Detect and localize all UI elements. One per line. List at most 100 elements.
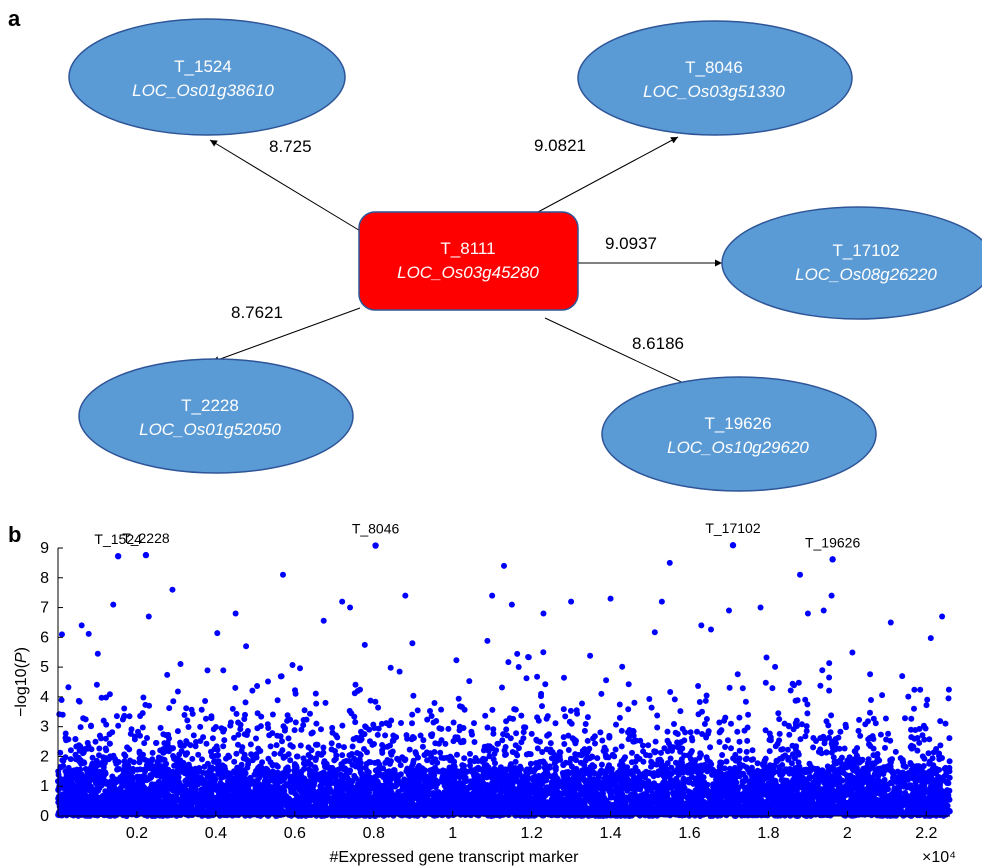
data-point (292, 687, 298, 694)
data-point (745, 711, 752, 718)
data-point (102, 735, 109, 742)
data-point (221, 737, 228, 744)
data-point (732, 757, 739, 764)
data-point (618, 727, 625, 734)
center-node: T_8111 LOC_Os03g45280 (358, 211, 579, 311)
data-point (568, 720, 575, 727)
data-point (769, 685, 776, 692)
data-point (372, 698, 379, 705)
data-point (427, 708, 433, 714)
data-point (289, 662, 296, 668)
data-point (703, 716, 710, 722)
data-point (503, 718, 510, 725)
data-point (177, 661, 184, 667)
data-point (525, 654, 532, 661)
data-point (113, 713, 120, 720)
edge-to-t19626 (544, 317, 693, 388)
data-point (410, 692, 417, 699)
data-point (916, 739, 923, 746)
data-point (716, 719, 723, 726)
data-point (785, 722, 792, 729)
data-point (707, 744, 714, 751)
data-point (144, 735, 150, 741)
data-point (226, 753, 233, 760)
data-point (885, 730, 892, 737)
data-point (454, 751, 460, 758)
edge-to-t1524 (209, 139, 363, 233)
data-point (358, 728, 364, 735)
data-point (270, 761, 276, 768)
data-point (671, 721, 677, 727)
data-point (776, 716, 783, 723)
data-point (467, 750, 473, 757)
data-point (184, 740, 191, 747)
data-point (542, 681, 549, 688)
data-point (877, 731, 884, 738)
data-point (112, 758, 119, 765)
data-point (552, 720, 559, 727)
data-point (409, 640, 416, 647)
data-point (639, 742, 646, 749)
data-point (908, 726, 914, 733)
data-point (455, 695, 462, 702)
data-point (664, 728, 671, 735)
data-point (750, 756, 757, 763)
data-point (307, 761, 314, 768)
data-point (582, 721, 589, 727)
node-gene: LOC_Os08g26220 (795, 265, 937, 284)
edge-weight-t8046: 9.0821 (534, 136, 586, 155)
data-point (417, 732, 424, 739)
center-node-box (358, 211, 579, 311)
data-point (235, 731, 242, 738)
data-point (651, 629, 658, 636)
data-point (366, 726, 373, 733)
data-point (902, 790, 909, 796)
data-point (925, 750, 932, 757)
data-point (694, 728, 700, 735)
data-point (301, 707, 308, 714)
data-point (565, 747, 572, 753)
data-point (489, 706, 496, 713)
data-point (247, 741, 254, 748)
data-point (708, 626, 714, 633)
data-point (220, 743, 227, 750)
data-point (263, 765, 270, 772)
data-point (121, 751, 128, 758)
data-point (630, 738, 637, 745)
data-point (127, 730, 134, 737)
node-id: T_8046 (685, 58, 743, 77)
data-point (349, 761, 356, 768)
data-point (199, 756, 205, 763)
data-point (110, 752, 117, 759)
data-point (375, 725, 382, 732)
data-point (717, 762, 724, 769)
data-point (229, 705, 236, 712)
data-point (271, 750, 278, 757)
data-point (274, 697, 281, 704)
data-point (722, 714, 729, 721)
data-point (547, 740, 554, 747)
data-point (924, 696, 931, 703)
data-point (917, 686, 924, 693)
data-point (119, 716, 126, 723)
data-point (923, 702, 930, 709)
data-point (763, 654, 770, 661)
scatter-points (55, 559, 953, 819)
data-point (560, 706, 567, 713)
data-point (388, 717, 395, 724)
node-t1524: T_1524 LOC_Os01g38610 (68, 18, 346, 136)
data-point (292, 719, 299, 726)
data-point (72, 751, 79, 758)
data-point (866, 741, 872, 748)
data-point (927, 635, 934, 642)
data-point (197, 723, 204, 730)
node-gene: LOC_Os01g52050 (139, 420, 281, 439)
data-point (762, 727, 769, 734)
data-point (699, 731, 706, 737)
data-point (667, 755, 674, 762)
data-point (701, 721, 708, 727)
data-point (171, 762, 178, 769)
data-point (390, 737, 397, 744)
data-point (584, 714, 591, 721)
